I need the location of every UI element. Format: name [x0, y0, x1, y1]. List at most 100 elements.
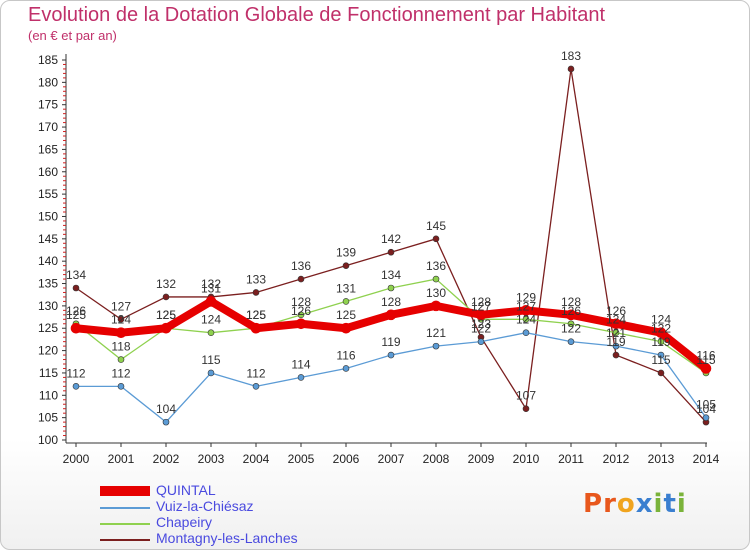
data-point: [117, 315, 125, 323]
data-point: [252, 289, 260, 296]
data-point: [612, 329, 620, 337]
y-tick-label: 145: [38, 232, 58, 246]
chart-title: Evolution de la Dotation Globale de Fonc…: [28, 4, 606, 26]
data-point: [657, 369, 665, 377]
data-label: 145: [426, 219, 446, 233]
y-tick-label: 165: [38, 142, 58, 156]
x-tick-label: 2003: [198, 452, 225, 466]
data-label: 128: [471, 295, 491, 309]
data-label: 127: [516, 299, 536, 313]
data-point: [432, 342, 440, 350]
data-point: [655, 327, 667, 339]
data-label: 128: [561, 295, 581, 309]
data-label: 105: [696, 398, 716, 412]
data-point: [657, 351, 665, 359]
data-point: [612, 342, 620, 350]
data-point: [342, 365, 350, 372]
y-tick-label: 100: [38, 433, 58, 447]
data-label: 104: [696, 402, 716, 416]
legend-swatch: [100, 507, 150, 509]
y-tick-label: 175: [38, 98, 58, 112]
legend-swatch: [100, 523, 150, 525]
data-label: 134: [381, 268, 401, 282]
x-tick-label: 2011: [558, 452, 584, 466]
data-label: 132: [201, 277, 221, 291]
data-point: [250, 322, 262, 334]
data-label: 119: [381, 335, 400, 349]
data-point: [385, 309, 397, 321]
data-label: 115: [651, 353, 670, 367]
data-label: 126: [606, 304, 626, 318]
data-label: 104: [156, 402, 176, 416]
data-label: 125: [336, 308, 356, 322]
data-label: 131: [336, 281, 356, 295]
data-point: [117, 383, 125, 390]
data-point: [342, 262, 350, 269]
data-point: [115, 327, 127, 339]
data-label: 129: [516, 290, 536, 304]
data-label: 116: [696, 348, 715, 362]
data-label: 134: [66, 268, 86, 282]
x-tick-label: 2013: [648, 452, 675, 466]
data-label: 115: [201, 353, 220, 367]
data-label: 133: [246, 272, 266, 286]
data-point: [72, 284, 80, 292]
data-label: 125: [246, 308, 266, 322]
data-point: [160, 322, 172, 334]
data-label: 122: [471, 322, 491, 336]
x-tick-label: 2007: [378, 452, 405, 466]
logo-letter: i: [653, 489, 664, 519]
logo-letter: P: [583, 489, 604, 519]
logo-letter: t: [663, 489, 677, 519]
x-tick-label: 2006: [333, 452, 360, 466]
y-tick-label: 130: [38, 299, 58, 313]
legend-label: Montagny-les-Lanches: [156, 530, 298, 546]
data-label: 119: [606, 335, 625, 349]
data-point: [117, 356, 125, 363]
data-point: [522, 405, 530, 413]
x-tick-label: 2008: [423, 452, 450, 466]
data-point: [297, 311, 305, 319]
data-point: [567, 320, 575, 328]
data-label: 127: [471, 299, 491, 313]
y-tick-label: 120: [38, 344, 58, 358]
logo-letter: x: [635, 489, 654, 519]
y-tick-label: 105: [38, 411, 58, 425]
data-point: [70, 322, 82, 334]
data-point: [432, 275, 440, 283]
legend-swatch: [100, 539, 150, 541]
y-tick-label: 140: [38, 254, 58, 268]
data-label: 112: [246, 366, 265, 380]
data-label: 131: [201, 281, 221, 295]
data-label: 126: [66, 304, 86, 318]
data-point: [522, 315, 530, 323]
data-label: 125: [246, 308, 266, 322]
data-point: [340, 322, 352, 334]
x-tick-label: 2009: [468, 452, 495, 466]
y-tick-label: 170: [38, 120, 58, 134]
data-label: 124: [111, 313, 131, 327]
data-point: [657, 338, 665, 345]
data-label: 124: [201, 313, 221, 327]
data-label: 123: [471, 317, 491, 331]
data-label: 126: [291, 304, 311, 318]
data-point: [207, 329, 215, 337]
logo-letter: o: [616, 489, 636, 519]
data-point: [567, 65, 575, 73]
x-tick-label: 2010: [513, 452, 540, 466]
data-point: [387, 248, 395, 256]
data-point: [432, 235, 440, 243]
data-label: 127: [111, 299, 131, 313]
data-point: [700, 363, 712, 374]
y-tick-label: 185: [38, 53, 58, 67]
logo-letter: r: [603, 489, 617, 519]
data-point: [252, 383, 260, 390]
data-point: [430, 300, 442, 312]
data-label: 136: [291, 259, 311, 273]
data-point: [295, 318, 307, 330]
x-tick-label: 2000: [63, 452, 90, 466]
data-label: 112: [66, 366, 85, 380]
data-label: 107: [516, 389, 536, 403]
